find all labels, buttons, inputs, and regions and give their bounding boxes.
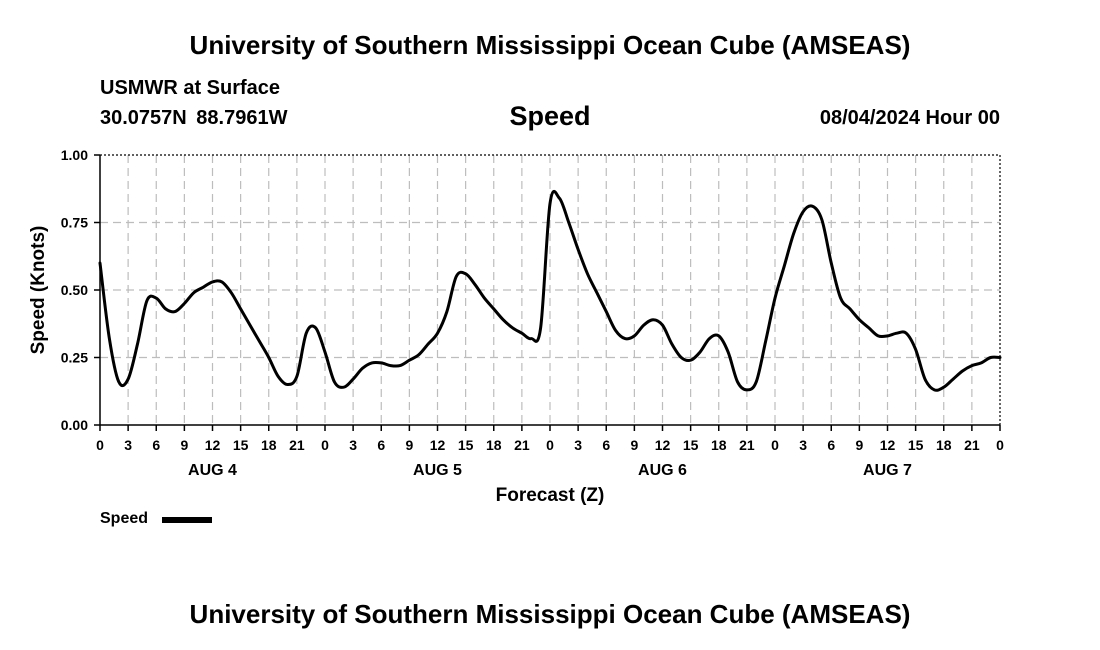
y-tick-label: 0.75 bbox=[61, 215, 88, 231]
x-tick-label: 18 bbox=[486, 437, 502, 453]
x-tick-label: 21 bbox=[964, 437, 980, 453]
y-axis-label: Speed (Knots) bbox=[28, 226, 49, 355]
footer-title: University of Southern Mississippi Ocean… bbox=[189, 599, 911, 629]
day-label: AUG 7 bbox=[863, 462, 912, 479]
x-tick-label: 21 bbox=[514, 437, 530, 453]
x-tick-label: 9 bbox=[855, 437, 863, 453]
x-tick-label: 0 bbox=[996, 437, 1004, 453]
x-tick-label: 15 bbox=[908, 437, 924, 453]
x-tick-label: 0 bbox=[546, 437, 554, 453]
x-tick-label: 12 bbox=[880, 437, 896, 453]
x-tick-label: 3 bbox=[349, 437, 357, 453]
station-label: USMWR at Surface bbox=[100, 77, 281, 99]
x-tick-label: 21 bbox=[289, 437, 305, 453]
x-tick-label: 6 bbox=[827, 437, 835, 453]
chart-title: Speed bbox=[509, 101, 591, 131]
coordinates-label: 30.0757N 88.7961W bbox=[100, 107, 288, 129]
x-tick-label: 9 bbox=[180, 437, 188, 453]
x-tick-label: 12 bbox=[430, 437, 446, 453]
series-line-speed bbox=[98, 190, 1002, 392]
y-tick-label: 1.00 bbox=[61, 147, 88, 163]
day-label: AUG 5 bbox=[413, 462, 462, 479]
x-tick-label: 9 bbox=[630, 437, 638, 453]
x-tick-label: 6 bbox=[377, 437, 385, 453]
y-tick-label: 0.00 bbox=[61, 417, 88, 433]
x-tick-label: 12 bbox=[205, 437, 221, 453]
x-axis-label: Forecast (Z) bbox=[496, 485, 605, 506]
legend-line-swatch bbox=[162, 517, 212, 523]
x-tick-label: 15 bbox=[683, 437, 699, 453]
y-tick-label: 0.25 bbox=[61, 350, 88, 366]
x-tick-label: 0 bbox=[96, 437, 104, 453]
x-tick-label: 9 bbox=[405, 437, 413, 453]
day-label: AUG 4 bbox=[188, 462, 237, 479]
x-tick-label: 6 bbox=[602, 437, 610, 453]
page-title: University of Southern Mississippi Ocean… bbox=[189, 30, 911, 60]
x-tick-label: 0 bbox=[771, 437, 779, 453]
x-tick-label: 3 bbox=[574, 437, 582, 453]
x-tick-label: 18 bbox=[711, 437, 727, 453]
x-tick-label: 3 bbox=[799, 437, 807, 453]
x-tick-label: 18 bbox=[936, 437, 952, 453]
x-tick-label: 6 bbox=[152, 437, 160, 453]
x-tick-label: 0 bbox=[321, 437, 329, 453]
x-tick-label: 15 bbox=[233, 437, 249, 453]
day-label: AUG 6 bbox=[638, 462, 687, 479]
x-tick-label: 3 bbox=[124, 437, 132, 453]
x-tick-label: 18 bbox=[261, 437, 277, 453]
y-tick-label: 0.50 bbox=[61, 282, 88, 298]
x-tick-label: 15 bbox=[458, 437, 474, 453]
forecast-datetime: 08/04/2024 Hour 00 bbox=[819, 107, 1000, 129]
x-tick-label: 12 bbox=[655, 437, 671, 453]
x-tick-label: 21 bbox=[739, 437, 755, 453]
legend-label: Speed bbox=[100, 510, 149, 527]
